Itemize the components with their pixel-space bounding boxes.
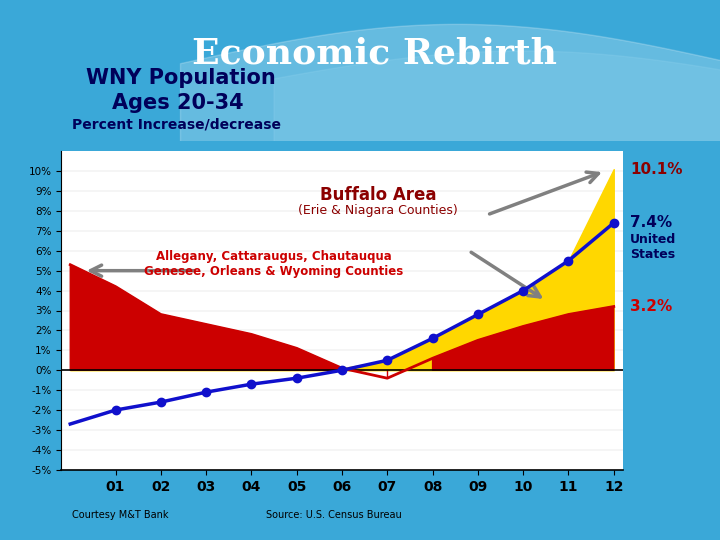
Text: 3.2%: 3.2%	[630, 299, 672, 314]
Text: Source: U.S. Census Bureau: Source: U.S. Census Bureau	[266, 510, 402, 521]
Text: Economic Rebirth: Economic Rebirth	[192, 36, 557, 70]
Text: Allegany, Cattaraugus, Chautauqua
Genesee, Orleans & Wyoming Counties: Allegany, Cattaraugus, Chautauqua Genese…	[145, 249, 404, 278]
Text: WNY Population: WNY Population	[86, 68, 276, 89]
Text: 7.4%: 7.4%	[630, 215, 672, 231]
Text: Ages 20-34: Ages 20-34	[112, 92, 243, 113]
Text: United
States: United States	[630, 233, 676, 261]
Text: Percent Increase/decrease: Percent Increase/decrease	[72, 117, 281, 131]
Text: Buffalo Area: Buffalo Area	[320, 186, 436, 204]
Text: (Erie & Niagara Counties): (Erie & Niagara Counties)	[298, 205, 458, 218]
Text: 10.1%: 10.1%	[630, 161, 683, 177]
Text: Courtesy M&T Bank: Courtesy M&T Bank	[72, 510, 168, 521]
